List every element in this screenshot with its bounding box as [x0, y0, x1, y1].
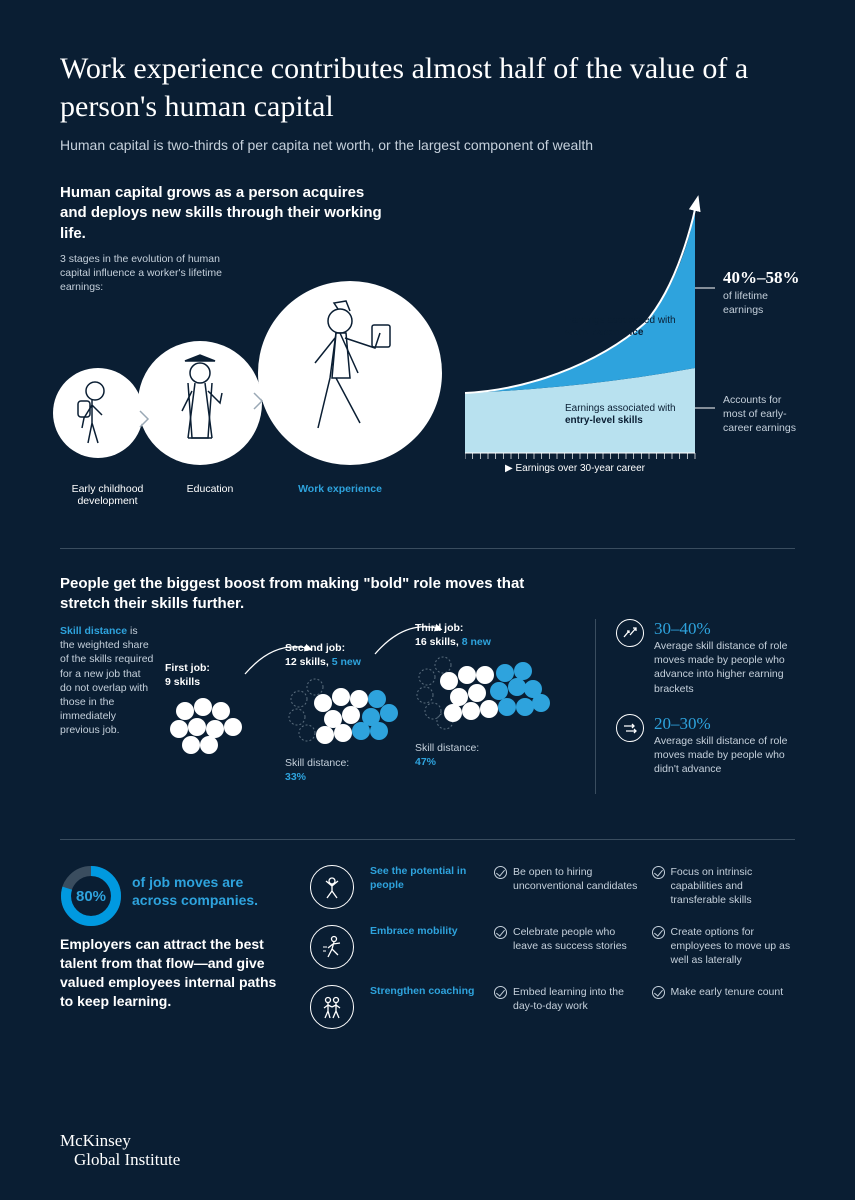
check-icon — [652, 866, 665, 879]
action-2-item-1: Make early tenure count — [652, 985, 796, 1029]
section1-heading: Human capital grows as a person acquires… — [60, 183, 390, 244]
section-growth: Human capital grows as a person acquires… — [60, 183, 795, 523]
jobs-progression: First job:9 skills Second job:12 skills,… — [165, 614, 545, 794]
upper-area-bold: work experience — [564, 327, 644, 338]
stage-label-2: Work experience — [265, 483, 415, 507]
page-subtitle: Human capital is two-thirds of per capit… — [60, 137, 795, 153]
stage-label-0: Early childhood development — [60, 483, 155, 507]
skill-bubbles-3 — [415, 649, 555, 734]
stat-advance: 30–40% Average skill distance of role mo… — [616, 619, 795, 696]
donut-value: 80% — [60, 865, 122, 927]
donut-chart: 80% — [60, 865, 122, 927]
upper-stat: 40%–58% — [723, 268, 800, 287]
action-1-item-1: Create options for employees to move up … — [652, 925, 796, 969]
section-bold-moves: People get the biggest boost from making… — [60, 574, 795, 814]
stage-label-1: Education — [155, 483, 265, 507]
divider-2 — [60, 839, 795, 840]
check-icon — [652, 926, 665, 939]
section2-heading: People get the biggest boost from making… — [60, 574, 560, 615]
lower-stat-sub: Accounts for most of early-career earnin… — [723, 393, 803, 436]
lower-area-prefix: Earnings associated with — [565, 403, 678, 414]
donut-text: of job moves are across companies. — [132, 865, 280, 909]
action-title-1: Embrace mobility — [370, 925, 480, 969]
upper-area-prefix: Earnings associated with — [565, 315, 678, 326]
job-3: Third job:16 skills, 8 new Skill distanc… — [415, 622, 555, 770]
stages-cloud-graphic — [40, 243, 500, 493]
footer-brand: McKinseyGlobal Institute — [60, 1131, 180, 1170]
lower-area-bold: entry-level skills — [565, 415, 643, 426]
action-title-2: Strengthen coaching — [370, 985, 480, 1029]
section-employers: 80% of job moves are across companies. E… — [60, 865, 795, 1029]
job-2: Second job:12 skills, 5 new Skill distan… — [285, 642, 405, 785]
action-title-0: See the potential in people — [370, 865, 480, 909]
divider-1 — [60, 548, 795, 549]
x-axis-label: ▶ Earnings over 30-year career — [505, 463, 646, 474]
mobility-icon — [310, 925, 354, 969]
upper-stat-sub: of lifetime earnings — [723, 289, 803, 317]
earnings-chart: Earnings associated with work experience… — [465, 193, 805, 503]
skill-bubbles-1 — [165, 689, 255, 759]
check-icon — [652, 986, 665, 999]
job-1: First job:9 skills — [165, 662, 255, 764]
check-icon — [494, 926, 507, 939]
action-0-item-1: Focus on intrinsic capabilities and tran… — [652, 865, 796, 909]
skill-distance-stats: 30–40% Average skill distance of role mo… — [595, 619, 795, 794]
potential-icon — [310, 865, 354, 909]
skill-distance-def: Skill distance is the weighted share of … — [60, 624, 155, 737]
skill-bubbles-2 — [285, 669, 405, 749]
flat-arrows-icon — [616, 714, 644, 742]
stage-labels: Early childhood development Education Wo… — [60, 483, 415, 507]
coaching-icon — [310, 985, 354, 1029]
stat-no-advance: 20–30% Average skill distance of role mo… — [616, 714, 795, 777]
check-icon — [494, 866, 507, 879]
action-0-item-0: Be open to hiring unconventional candida… — [494, 865, 638, 909]
action-1-item-0: Celebrate people who leave as success st… — [494, 925, 638, 969]
page-title: Work experience contributes almost half … — [60, 50, 795, 125]
employer-text: Employers can attract the best talent fr… — [60, 935, 280, 1011]
check-icon — [494, 986, 507, 999]
action-2-item-0: Embed learning into the day-to-day work — [494, 985, 638, 1029]
actions-grid: See the potential in people Be open to h… — [310, 865, 795, 1029]
up-arrows-icon — [616, 619, 644, 647]
